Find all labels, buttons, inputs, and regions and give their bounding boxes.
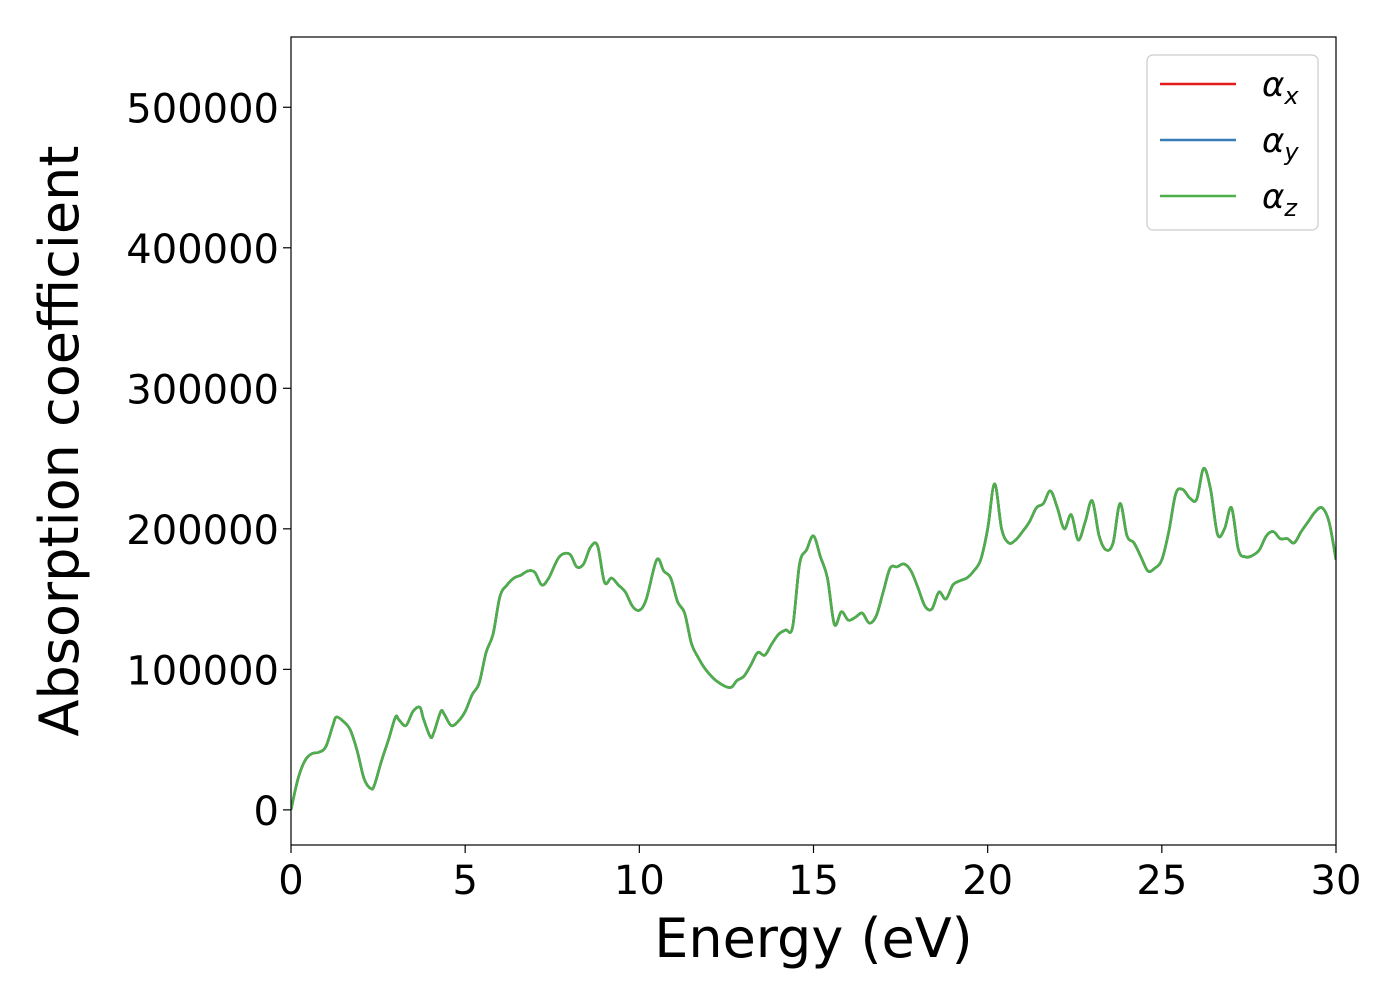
x-tick-label-5: 25 [1136,858,1187,904]
legend-subscript-1: y [1283,138,1299,166]
legend-symbol-2: α [1262,177,1284,217]
y-tick-label-2: 200000 [126,508,279,554]
y-tick-label-1: 100000 [126,648,279,694]
y-tick-label-0: 0 [254,789,279,835]
y-tick-label-3: 300000 [126,367,279,413]
series-layer [291,467,1336,811]
x-tick-label-3: 15 [788,858,839,904]
x-tick-label-2: 10 [614,858,665,904]
series-line-x-0 [291,467,1336,811]
legend-box [1146,54,1319,231]
y-tick-label-5: 500000 [126,86,279,132]
x-tick-label-6: 30 [1311,858,1362,904]
y-tick-label-4: 400000 [126,227,279,273]
x-axis: 0 5 10 15 20 25 30 [278,845,1361,904]
legend-item-1: αy [1160,121,1299,166]
legend-label-2: αz [1262,177,1298,222]
legend-item-2: αz [1160,177,1298,222]
legend-subscript-2: z [1283,194,1298,222]
x-axis-label: Energy (eV) [654,907,973,970]
x-tick-label-1: 5 [452,858,477,904]
legend-item-0: αx [1160,65,1299,110]
series-line-y-1 [291,467,1336,811]
legend-symbol-0: α [1262,65,1284,105]
x-tick-label-0: 0 [278,858,303,904]
y-axis-label: Absorption coefficient [28,146,91,737]
series-line-z-2 [291,467,1336,811]
x-tick-label-4: 20 [962,858,1013,904]
legend-symbol-1: α [1262,121,1284,161]
y-axis: 0 100000 200000 300000 400000 500000 [126,86,291,835]
legend-label-1: αy [1262,121,1299,166]
legend-label-0: αx [1262,65,1299,110]
legend-subscript-0: x [1283,82,1299,110]
